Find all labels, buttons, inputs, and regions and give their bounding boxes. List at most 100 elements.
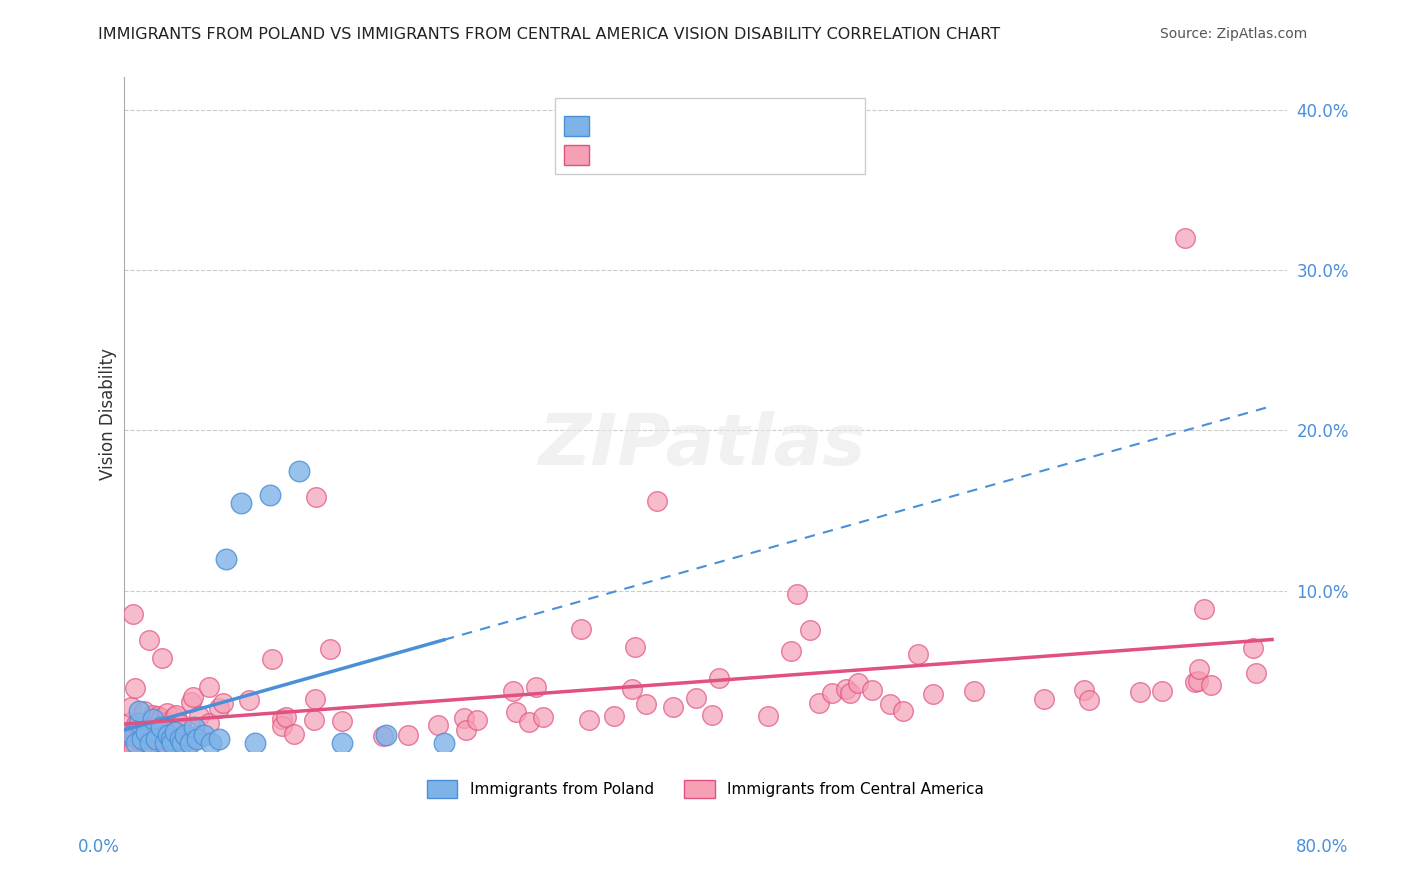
Point (302, 713, 325, 727)
Text: ZIPatlas: ZIPatlas (540, 411, 866, 481)
Point (502, 684, 524, 698)
Text: R = 0.461   N = 32: R = 0.461 N = 32 (569, 116, 727, 134)
Point (142, 708, 165, 723)
Text: IMMIGRANTS FROM POLAND VS IMMIGRANTS FROM CENTRAL AMERICA VISION DISABILITY CORR: IMMIGRANTS FROM POLAND VS IMMIGRANTS FRO… (98, 27, 1001, 42)
Point (159, 734, 181, 748)
Point (700, 708, 723, 723)
Point (179, 736, 201, 750)
Point (1241, 641, 1264, 656)
Point (756, 709, 779, 723)
Text: R = 0.412   N = 116: R = 0.412 N = 116 (569, 145, 737, 163)
Point (427, 718, 450, 732)
Point (921, 687, 943, 701)
Point (122, 736, 145, 750)
Point (838, 686, 860, 700)
Point (159, 731, 181, 746)
Point (396, 728, 419, 742)
Point (125, 736, 148, 750)
Point (135, 725, 157, 739)
Point (1077, 693, 1099, 707)
Point (1150, 684, 1173, 698)
Point (526, 680, 548, 694)
Point (330, 736, 353, 750)
Point (786, 587, 808, 601)
Point (1129, 684, 1152, 698)
Point (165, 725, 187, 739)
Point (153, 736, 176, 750)
Legend: Immigrants from Poland, Immigrants from Central America: Immigrants from Poland, Immigrants from … (420, 773, 990, 805)
Point (305, 491, 328, 505)
Point (145, 731, 167, 746)
Point (134, 729, 156, 743)
Point (862, 682, 884, 697)
Point (879, 698, 901, 712)
Point (238, 692, 260, 706)
Point (132, 704, 155, 718)
Point (138, 728, 160, 742)
Point (128, 704, 150, 718)
Point (318, 642, 340, 657)
Point (118, 736, 141, 750)
Point (150, 651, 173, 665)
Point (149, 742, 172, 756)
Point (165, 708, 187, 723)
Point (172, 736, 194, 750)
Point (122, 743, 145, 757)
Point (169, 731, 191, 746)
Point (821, 686, 844, 700)
Point (183, 690, 205, 704)
Point (799, 623, 821, 637)
Point (374, 728, 396, 742)
Point (433, 736, 456, 750)
Point (114, 728, 136, 742)
Point (453, 711, 475, 725)
Point (121, 743, 143, 757)
Point (120, 736, 142, 750)
Point (156, 728, 179, 742)
Point (963, 684, 986, 698)
Point (371, 730, 394, 744)
Point (149, 720, 172, 734)
Point (146, 709, 169, 723)
Point (215, 552, 238, 566)
Point (1187, 674, 1209, 689)
Point (169, 718, 191, 732)
Point (128, 715, 150, 730)
Point (620, 681, 643, 696)
Point (645, 493, 668, 508)
Point (114, 741, 136, 756)
Point (907, 647, 929, 661)
Point (287, 464, 309, 478)
Point (122, 607, 145, 621)
Point (571, 622, 593, 636)
Point (212, 696, 235, 710)
Point (531, 709, 554, 723)
Point (1192, 602, 1215, 616)
Text: 80.0%: 80.0% (1295, 838, 1348, 856)
Point (163, 737, 186, 751)
Point (1073, 683, 1095, 698)
Point (454, 723, 477, 737)
Point (132, 718, 155, 732)
Point (120, 724, 142, 739)
Point (243, 736, 266, 750)
Point (121, 737, 143, 751)
Point (807, 696, 830, 710)
Point (124, 681, 146, 695)
Point (685, 691, 707, 706)
Point (891, 704, 914, 718)
Point (183, 720, 205, 734)
Point (193, 728, 215, 742)
Point (578, 713, 600, 727)
Point (465, 713, 488, 727)
Point (153, 737, 176, 751)
Point (186, 731, 208, 746)
Point (283, 727, 305, 741)
Point (270, 712, 292, 726)
Point (120, 741, 142, 756)
Point (260, 652, 283, 666)
Point (131, 731, 153, 746)
Point (271, 719, 294, 733)
Point (208, 701, 231, 715)
Point (1199, 678, 1222, 692)
